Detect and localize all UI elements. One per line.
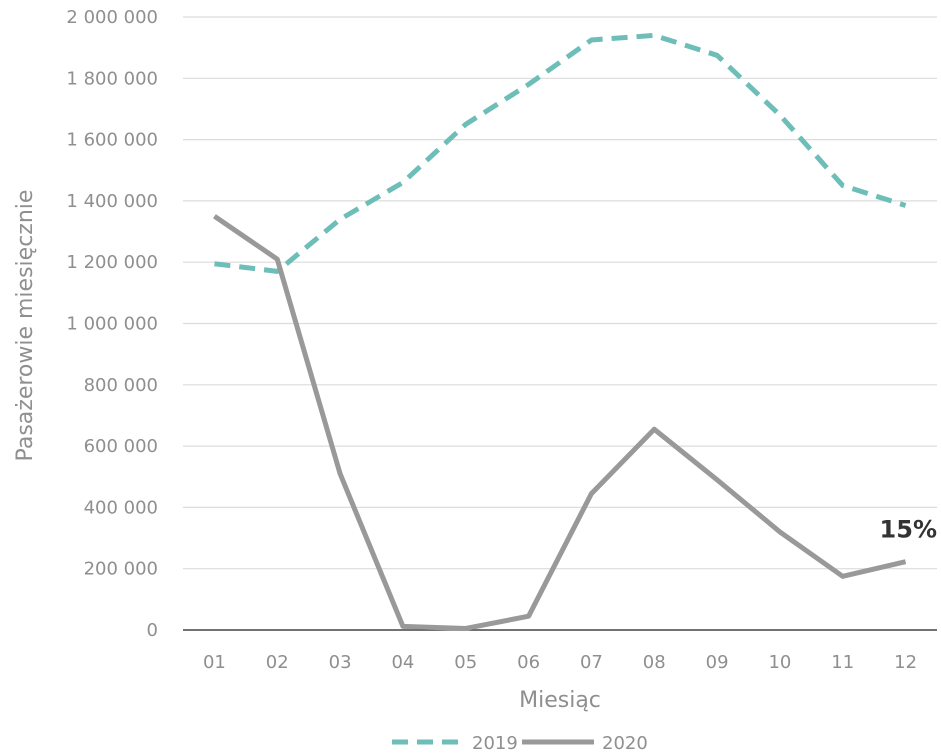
legend-label-2019: 2019 bbox=[472, 733, 518, 753]
y-tick-label: 2 000 000 bbox=[66, 7, 158, 28]
x-tick-label: 04 bbox=[391, 652, 414, 673]
x-tick-label: 05 bbox=[454, 652, 477, 673]
y-tick-label: 600 000 bbox=[84, 436, 158, 457]
y-tick-label: 800 000 bbox=[84, 375, 158, 396]
y-tick-label: 1 200 000 bbox=[66, 252, 158, 273]
axes: 0 200 000 400 000 600 000 800 000 1 000 000 1 … bbox=[66, 7, 937, 673]
series-line-2019 bbox=[214, 32, 907, 274]
y-tick-label: 400 000 bbox=[84, 497, 158, 518]
x-tick-label: 06 bbox=[517, 652, 540, 673]
axis-labels: Miesiąc Pasażerowie miesięcznie bbox=[13, 190, 601, 713]
series-lines bbox=[213, 32, 907, 631]
x-tick-label: 02 bbox=[266, 652, 289, 673]
grid-lines bbox=[183, 16, 937, 570]
annotation-label: 15% bbox=[880, 516, 937, 544]
y-tick-label: 1 800 000 bbox=[66, 68, 158, 89]
x-tick-label: 07 bbox=[580, 652, 603, 673]
legend-label-2020: 2020 bbox=[602, 733, 648, 753]
x-tick-label: 03 bbox=[329, 652, 352, 673]
y-tick-label: 1 000 000 bbox=[66, 314, 158, 335]
x-tick-label: 10 bbox=[768, 652, 791, 673]
x-tick-label: 12 bbox=[894, 652, 917, 673]
legend: 2019 2020 bbox=[392, 733, 648, 753]
y-tick-label: 200 000 bbox=[84, 559, 158, 580]
x-tick-label: 11 bbox=[831, 652, 854, 673]
y-axis-title: Pasażerowie miesięcznie bbox=[13, 190, 38, 462]
y-tick-label: 1 400 000 bbox=[66, 191, 158, 212]
x-tick-label: 08 bbox=[643, 652, 666, 673]
y-tick-label: 1 600 000 bbox=[66, 130, 158, 151]
x-tick-label: 01 bbox=[203, 652, 226, 673]
x-axis-title: Miesiąc bbox=[519, 688, 601, 713]
series-line-2020 bbox=[213, 214, 907, 631]
x-tick-label: 09 bbox=[706, 652, 729, 673]
annotations: 15% bbox=[880, 516, 937, 544]
y-tick-label: 0 bbox=[147, 620, 158, 641]
